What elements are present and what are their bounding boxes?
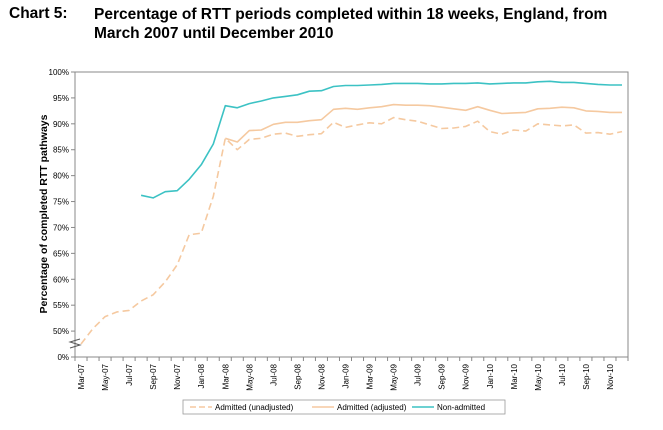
chart-title-text: Percentage of RTT periods completed with… — [94, 6, 608, 42]
chart-number: Chart 5: — [9, 5, 68, 22]
x-tick-label: Sep-10 — [582, 363, 591, 389]
x-tick-label: Mar-07 — [77, 363, 86, 389]
series-line-non-admitted — [140, 80, 622, 199]
x-tick-label: Nov-09 — [462, 363, 471, 389]
y-tick-label: 60% — [53, 275, 69, 284]
x-tick-label: Jul-07 — [125, 363, 134, 385]
x-tick-label: Sep-08 — [293, 363, 302, 389]
legend-label: Admitted (adjusted) — [337, 403, 407, 412]
x-tick-label: Mar-08 — [221, 363, 230, 389]
y-tick-label: 70% — [53, 223, 69, 232]
x-tick-label: May-08 — [245, 363, 254, 390]
x-tick-label: Jul-10 — [558, 363, 567, 385]
series-line-admitted-adjusted — [225, 103, 622, 143]
x-tick-label: Jul-08 — [269, 363, 278, 385]
y-tick-label: 75% — [53, 198, 69, 207]
y-tick-label: 100% — [49, 68, 69, 77]
y-axis-label: Percentage of completed RTT pathways — [38, 114, 50, 313]
x-tick-label: Sep-07 — [149, 363, 158, 389]
y-tick-label: 50% — [53, 327, 69, 336]
x-tick-label: Jan-10 — [486, 363, 495, 388]
legend-label: Non-admitted — [437, 403, 485, 412]
x-tick-label: Mar-10 — [510, 363, 519, 389]
x-tick-label: Nov-10 — [606, 363, 615, 389]
axis-break-marker — [68, 338, 82, 349]
y-tick-label: 80% — [53, 172, 69, 181]
y-tick-label: 95% — [53, 94, 69, 103]
y-tick-label: 55% — [53, 301, 69, 310]
legend-box — [182, 399, 506, 415]
x-tick-label: Nov-08 — [317, 363, 326, 389]
x-tick-label: Nov-07 — [173, 363, 182, 389]
x-tick-label: Jul-09 — [414, 363, 423, 385]
x-tick-label: Jan-08 — [197, 363, 206, 388]
series-line-admitted-unadjusted — [80, 116, 623, 345]
plot-area-border — [74, 71, 629, 358]
x-tick-label: Jan-09 — [341, 363, 350, 388]
y-tick-label: 90% — [53, 120, 69, 129]
x-tick-label: Sep-09 — [438, 363, 447, 389]
x-tick-label: May-10 — [534, 363, 543, 390]
y-tick-label: 0% — [57, 353, 69, 362]
legend-label: Admitted (unadjusted) — [215, 403, 294, 412]
x-tick-label: May-07 — [101, 363, 110, 390]
x-tick-label: Mar-09 — [366, 363, 375, 389]
y-tick-label: 65% — [53, 249, 69, 258]
y-tick-label: 85% — [53, 146, 69, 155]
x-tick-label: May-09 — [390, 363, 399, 390]
